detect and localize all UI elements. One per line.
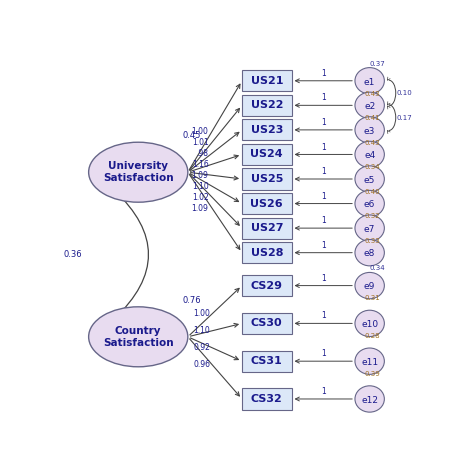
Text: 0.43: 0.43: [365, 140, 381, 146]
Text: US23: US23: [251, 125, 283, 135]
FancyBboxPatch shape: [242, 144, 292, 165]
Text: US21: US21: [251, 76, 283, 86]
Text: e10: e10: [361, 320, 378, 329]
Text: US27: US27: [251, 223, 283, 233]
Text: 0.34: 0.34: [365, 164, 381, 171]
Text: 1.10: 1.10: [193, 326, 210, 335]
Text: e2: e2: [364, 102, 375, 111]
Ellipse shape: [355, 117, 384, 143]
Text: 1.09: 1.09: [191, 171, 209, 180]
Text: 1: 1: [321, 191, 326, 200]
Text: e3: e3: [364, 127, 375, 136]
Text: e4: e4: [364, 151, 375, 160]
Text: e12: e12: [361, 396, 378, 405]
Text: e9: e9: [364, 283, 375, 291]
Text: 1: 1: [321, 167, 326, 176]
FancyBboxPatch shape: [242, 193, 292, 214]
FancyBboxPatch shape: [242, 169, 292, 190]
Text: 0.33: 0.33: [365, 238, 381, 244]
FancyBboxPatch shape: [242, 351, 292, 372]
Text: CS32: CS32: [251, 394, 283, 404]
Text: 1.10: 1.10: [192, 182, 209, 191]
Text: 0.17: 0.17: [397, 114, 412, 121]
Text: 1: 1: [321, 387, 326, 396]
Ellipse shape: [355, 348, 384, 374]
Text: 1.02: 1.02: [192, 193, 209, 202]
Text: 0.41: 0.41: [365, 115, 381, 121]
FancyBboxPatch shape: [242, 95, 292, 116]
Text: 0.10: 0.10: [397, 90, 412, 96]
Text: 0.34: 0.34: [369, 266, 385, 271]
Text: 0.31: 0.31: [365, 295, 381, 302]
Text: 1: 1: [321, 69, 326, 78]
Ellipse shape: [355, 239, 384, 266]
Text: US28: US28: [251, 247, 283, 257]
Text: 1: 1: [321, 312, 326, 321]
Ellipse shape: [355, 310, 384, 337]
Text: e11: e11: [361, 358, 378, 367]
Ellipse shape: [355, 215, 384, 241]
Ellipse shape: [355, 273, 384, 299]
FancyBboxPatch shape: [242, 389, 292, 409]
Ellipse shape: [355, 141, 384, 168]
Text: 1.00: 1.00: [191, 126, 209, 135]
Text: 0.32: 0.32: [365, 213, 381, 219]
Text: 1: 1: [321, 118, 326, 127]
Text: e8: e8: [364, 249, 375, 258]
Text: 0.76: 0.76: [183, 296, 201, 305]
Ellipse shape: [355, 190, 384, 217]
Text: 0.92: 0.92: [193, 343, 210, 352]
Text: Country
Satisfaction: Country Satisfaction: [103, 326, 173, 348]
Text: e7: e7: [364, 225, 375, 234]
Text: 0.37: 0.37: [369, 60, 385, 67]
Text: e6: e6: [364, 200, 375, 209]
Text: 1.01: 1.01: [192, 138, 209, 147]
Text: US26: US26: [250, 199, 283, 209]
Text: 1: 1: [321, 241, 326, 250]
Text: 1: 1: [321, 216, 326, 225]
Ellipse shape: [355, 386, 384, 412]
FancyBboxPatch shape: [242, 70, 292, 91]
Text: 1: 1: [321, 142, 326, 152]
Text: CS29: CS29: [251, 281, 283, 291]
Text: 0.39: 0.39: [365, 371, 381, 377]
Text: 0.36: 0.36: [64, 250, 82, 259]
Text: US25: US25: [251, 174, 283, 184]
Text: CS31: CS31: [251, 356, 283, 366]
FancyBboxPatch shape: [242, 242, 292, 263]
Ellipse shape: [355, 67, 384, 94]
Ellipse shape: [355, 166, 384, 192]
Text: University
Satisfaction: University Satisfaction: [103, 162, 173, 183]
Text: .98: .98: [197, 149, 209, 158]
FancyBboxPatch shape: [242, 275, 292, 296]
Text: 1.09: 1.09: [191, 204, 209, 213]
FancyBboxPatch shape: [242, 313, 292, 334]
Text: 1: 1: [321, 274, 326, 283]
Text: 0.43: 0.43: [365, 91, 381, 96]
Text: 1: 1: [321, 94, 326, 103]
Text: 1.16: 1.16: [192, 160, 209, 169]
Text: 0.96: 0.96: [193, 360, 210, 369]
Text: e1: e1: [364, 77, 375, 86]
Text: 1.00: 1.00: [193, 309, 210, 318]
Ellipse shape: [89, 307, 188, 367]
Text: 0.28: 0.28: [365, 333, 381, 339]
Text: US24: US24: [250, 150, 283, 160]
Ellipse shape: [355, 92, 384, 118]
Text: 0.40: 0.40: [365, 189, 381, 195]
Text: US22: US22: [251, 100, 283, 110]
Text: CS30: CS30: [251, 318, 283, 328]
FancyBboxPatch shape: [242, 119, 292, 141]
Text: 0.45: 0.45: [183, 132, 201, 141]
FancyBboxPatch shape: [242, 218, 292, 239]
Text: e5: e5: [364, 176, 375, 185]
Ellipse shape: [89, 142, 188, 202]
Text: 1: 1: [321, 349, 326, 358]
